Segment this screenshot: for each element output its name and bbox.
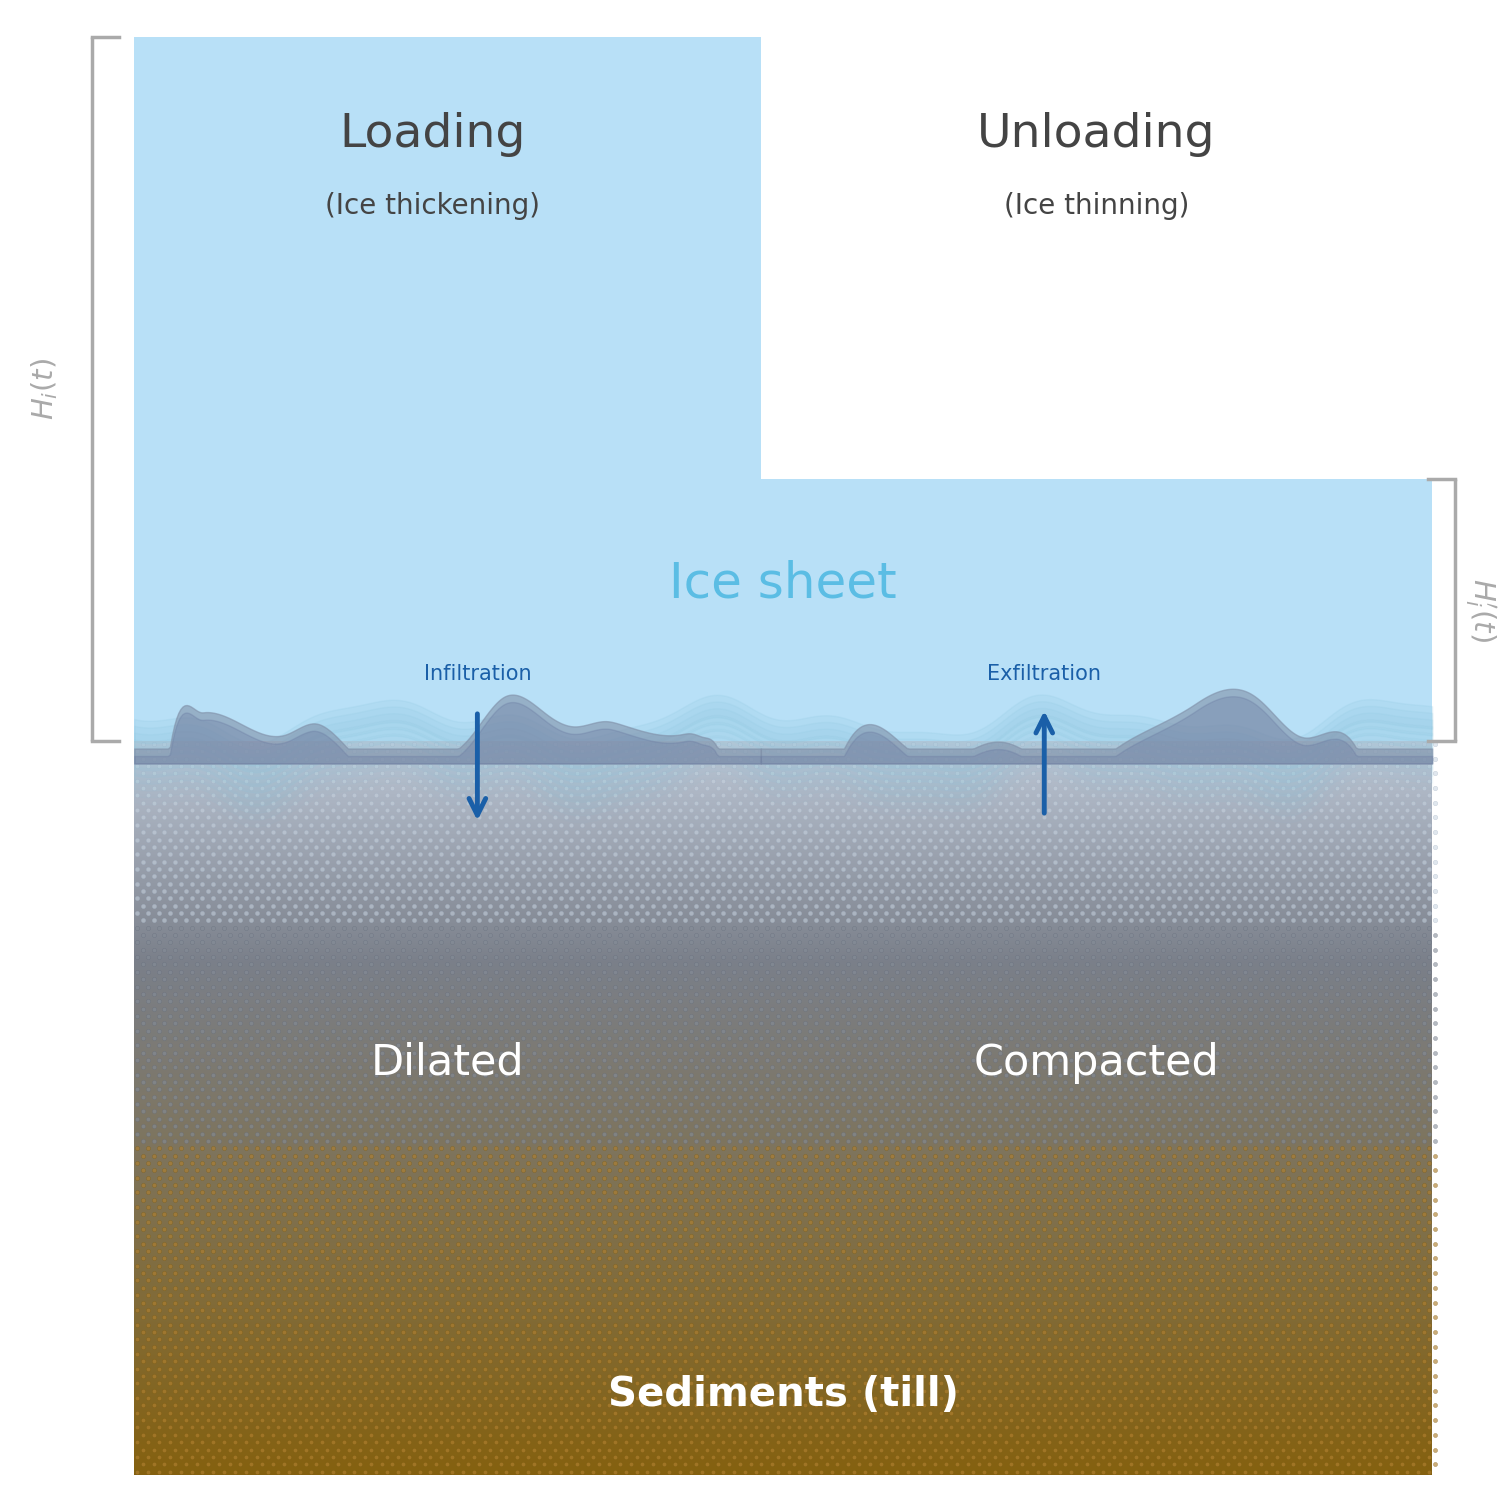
Text: Loading: Loading bbox=[339, 112, 526, 157]
Text: Compacted: Compacted bbox=[974, 1042, 1220, 1084]
Text: Infiltration: Infiltration bbox=[423, 665, 531, 684]
Text: Dilated: Dilated bbox=[370, 1042, 525, 1084]
Text: (Ice thickening): (Ice thickening) bbox=[326, 192, 540, 220]
Polygon shape bbox=[760, 479, 1432, 741]
Text: $H_i'(t)$: $H_i'(t)$ bbox=[1462, 578, 1497, 642]
Polygon shape bbox=[135, 37, 760, 741]
Text: Sediments (till): Sediments (till) bbox=[608, 1376, 958, 1415]
Text: Exfiltration: Exfiltration bbox=[987, 665, 1101, 684]
Text: Ice sheet: Ice sheet bbox=[669, 560, 897, 608]
Text: Unloading: Unloading bbox=[976, 112, 1215, 157]
Text: $H_i(t)$: $H_i(t)$ bbox=[30, 358, 60, 421]
Text: (Ice thinning): (Ice thinning) bbox=[1004, 192, 1190, 220]
